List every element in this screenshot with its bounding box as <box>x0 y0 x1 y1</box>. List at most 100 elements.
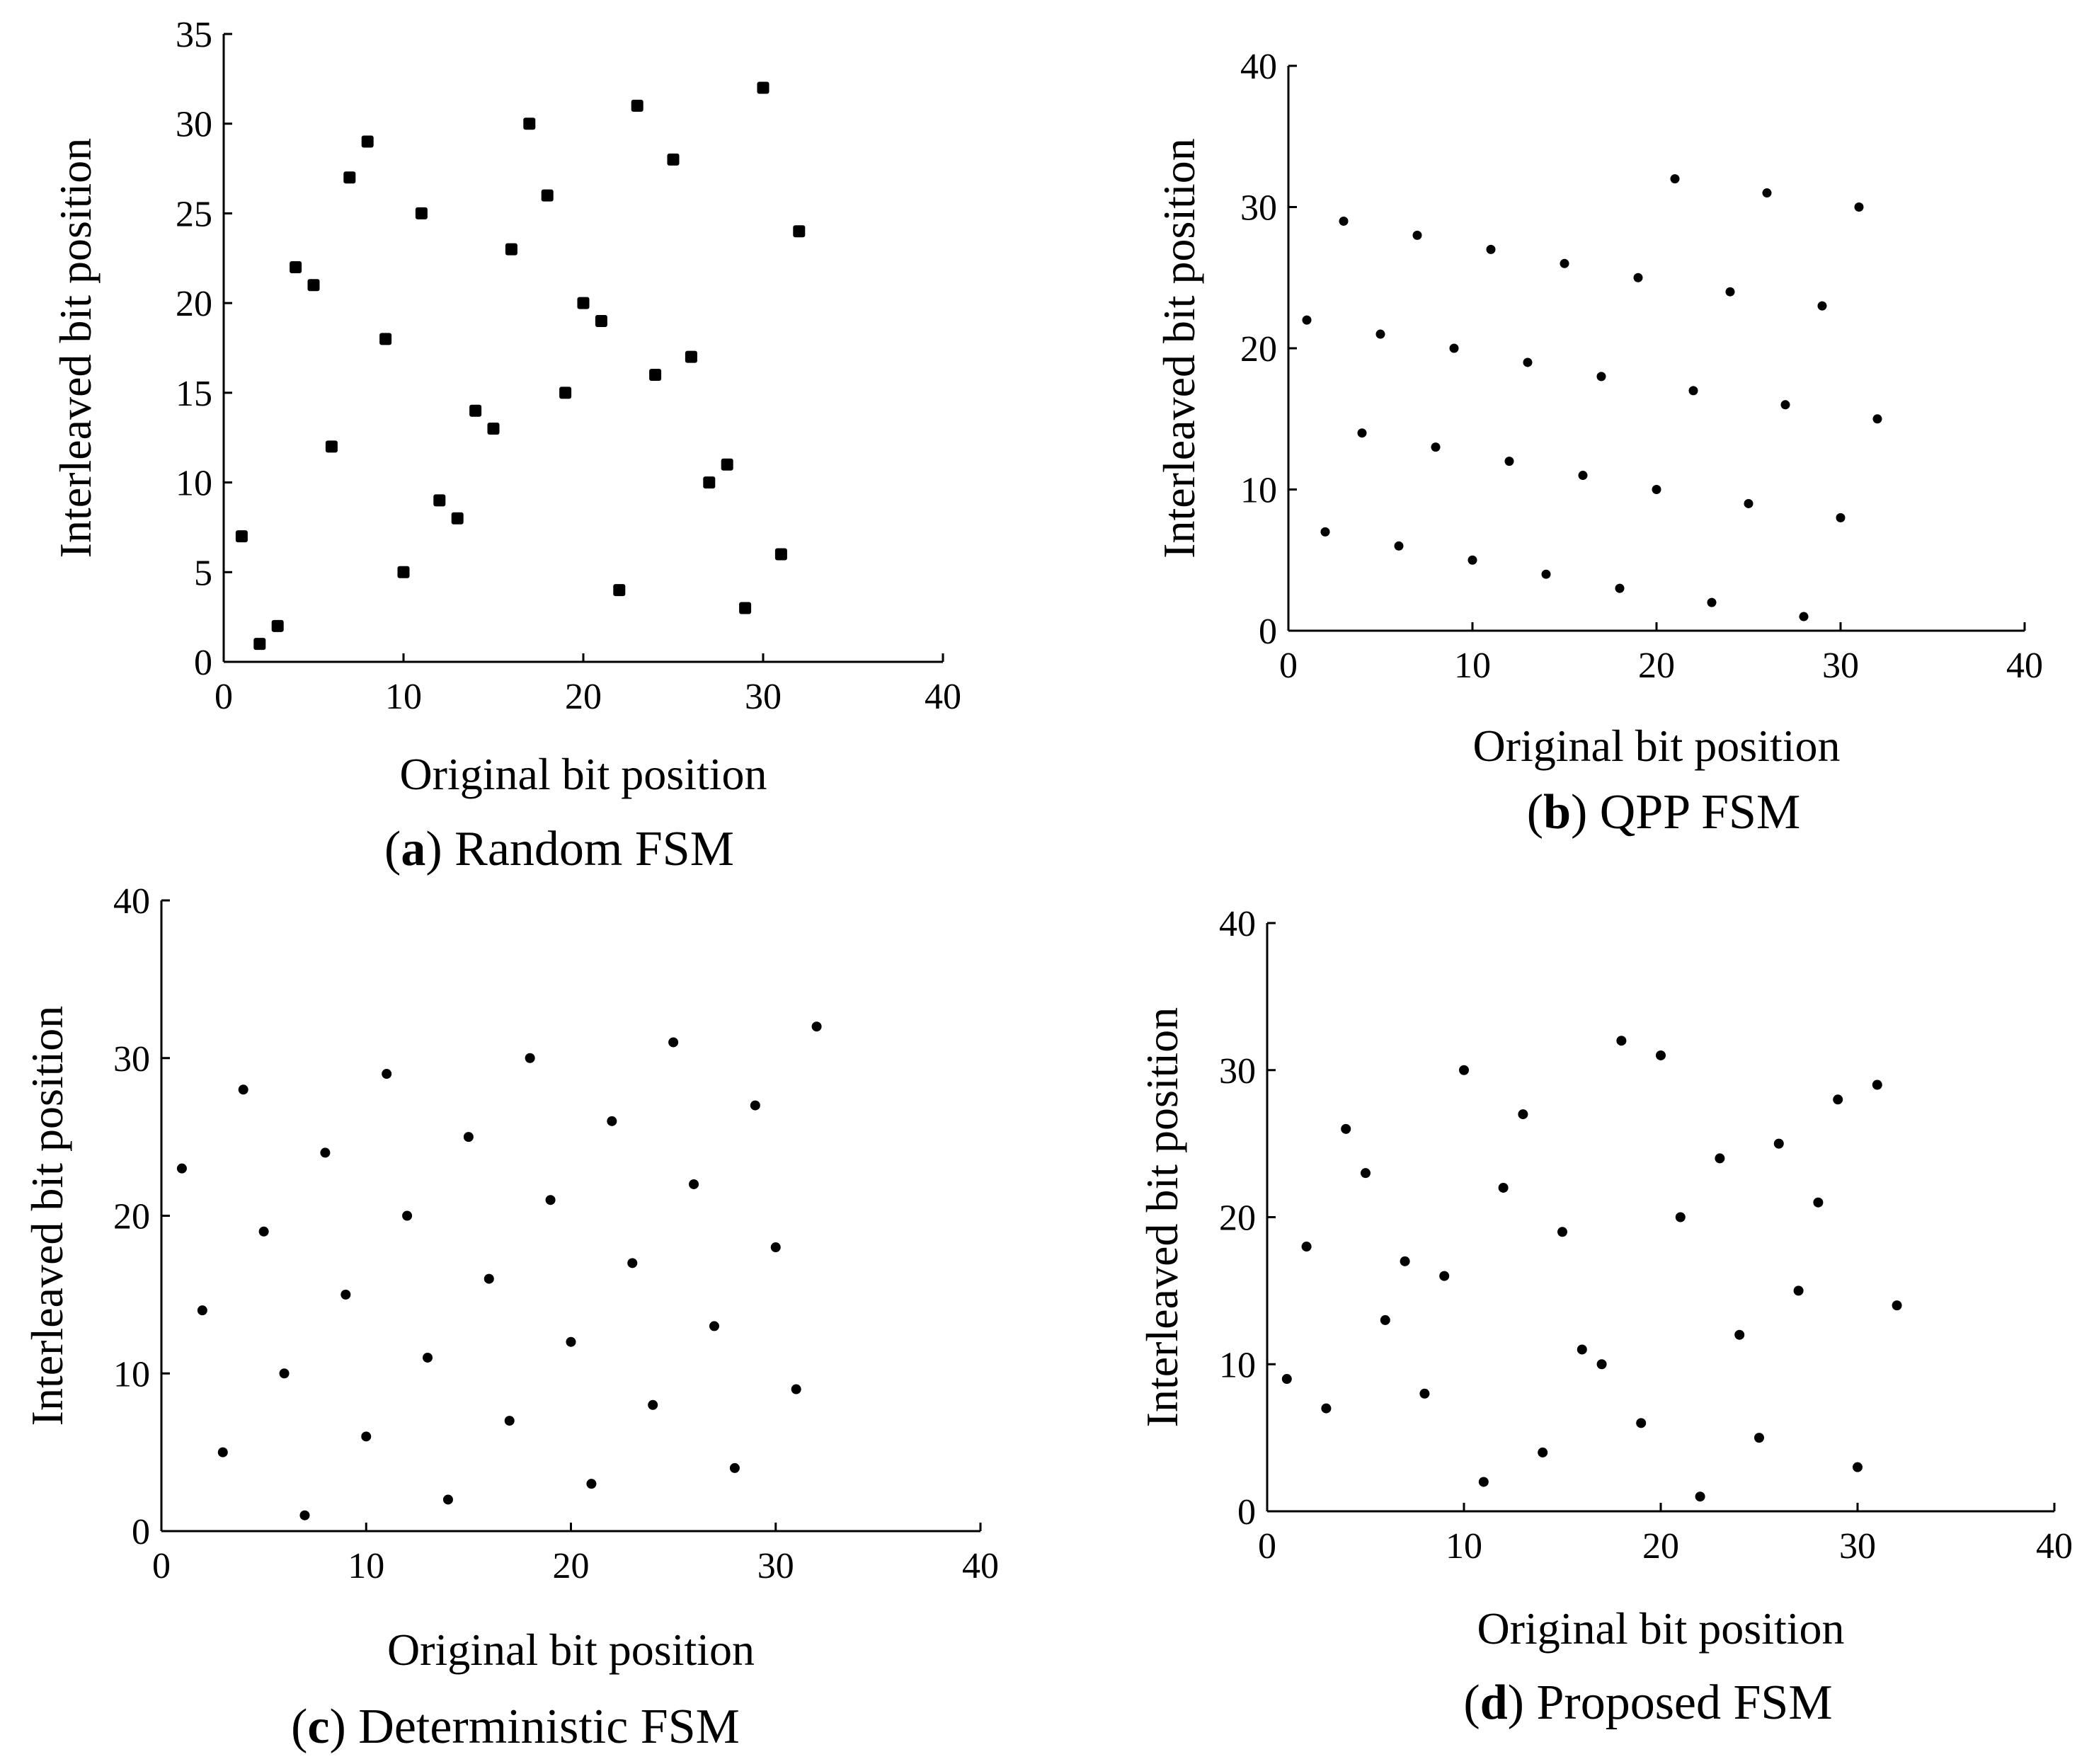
x-tick-label: 40 <box>925 677 961 717</box>
y-tick-label: 5 <box>194 553 212 593</box>
data-point <box>1725 287 1735 297</box>
data-point <box>1431 442 1441 452</box>
y-axis-title: Interleaved bit position <box>1137 1007 1187 1428</box>
y-tick-label: 10 <box>1240 471 1277 511</box>
y-tick-label: 20 <box>176 284 212 324</box>
data-point <box>1744 498 1753 508</box>
x-tick-label: 20 <box>1638 646 1675 686</box>
data-point <box>668 1037 679 1048</box>
caption-letter: b <box>1543 785 1571 840</box>
data-point <box>1854 202 1864 212</box>
data-point <box>631 99 643 112</box>
panel-caption: (b) QPP FSM <box>1527 785 1800 840</box>
data-point <box>1439 1271 1450 1281</box>
data-point <box>197 1305 207 1316</box>
data-point <box>1302 315 1312 325</box>
data-point <box>1773 1138 1784 1149</box>
data-point <box>1412 230 1422 240</box>
data-point <box>1478 1477 1489 1487</box>
data-point <box>469 404 482 417</box>
data-point <box>217 1447 228 1457</box>
data-point <box>607 1116 617 1126</box>
data-point <box>541 189 554 202</box>
data-point <box>1380 1315 1390 1325</box>
x-axis-title: Original bit position <box>399 749 767 799</box>
data-point <box>1301 1242 1312 1252</box>
y-tick-label: 30 <box>113 1039 150 1079</box>
data-point <box>1523 357 1533 367</box>
x-tick-label: 20 <box>553 1546 590 1586</box>
panel-b: 0 10 20 30 40 0 10 20 30 40 Original bit position I… <box>1154 47 2043 840</box>
data-point <box>463 1132 474 1142</box>
data-point <box>721 458 733 471</box>
data-point <box>1762 188 1772 198</box>
data-point <box>577 297 590 309</box>
y-tick-label: 25 <box>176 194 212 234</box>
data-point <box>627 1258 638 1268</box>
data-point <box>504 1416 515 1426</box>
data-point <box>750 1100 760 1111</box>
data-point <box>1538 1447 1548 1457</box>
x-tick-label: 30 <box>1839 1526 1876 1567</box>
data-point <box>1817 301 1827 311</box>
data-point <box>1636 1418 1647 1428</box>
data-point <box>361 1431 372 1442</box>
data-point <box>709 1321 719 1331</box>
data-point <box>1707 597 1717 607</box>
data-point <box>1836 512 1846 522</box>
data-point <box>442 1494 453 1505</box>
data-point <box>648 1399 658 1410</box>
data-point <box>505 243 517 256</box>
data-point <box>703 476 716 489</box>
data-point <box>811 1021 822 1032</box>
caption-text: ) Deterministic FSM <box>329 1700 739 1754</box>
caption-open-paren: ( <box>1527 785 1543 840</box>
data-point <box>423 1352 433 1363</box>
data-point <box>238 1084 248 1095</box>
data-point <box>1656 1050 1666 1060</box>
data-point <box>1872 414 1882 424</box>
y-tick-label: 30 <box>1219 1051 1256 1092</box>
data-point <box>1596 372 1606 382</box>
data-point <box>689 1179 699 1189</box>
data-point <box>595 314 607 327</box>
panel-a: 0 10 20 30 40 0 5 10 15 20 25 30 35 Original bit posi… <box>50 15 961 876</box>
panel-d: 0 10 20 30 40 0 10 20 30 40 Original bit position I… <box>1137 904 2073 1730</box>
data-point <box>729 1462 740 1473</box>
data-point <box>1375 329 1385 339</box>
data-point <box>613 584 626 597</box>
data-point <box>1578 471 1588 481</box>
data-point <box>566 1336 576 1347</box>
data-point <box>1357 428 1367 438</box>
data-point <box>1813 1197 1824 1208</box>
data-point <box>1467 555 1477 565</box>
y-tick-label: 30 <box>176 105 212 145</box>
y-tick-label: 35 <box>176 15 212 55</box>
y-tick-label: 10 <box>113 1354 150 1394</box>
x-axis-title: Original bit position <box>387 1625 755 1675</box>
x-tick-label: 20 <box>565 677 602 717</box>
x-tick-label: 10 <box>1446 1526 1482 1567</box>
data-point <box>1892 1300 1902 1311</box>
caption-text: ) QPP FSM <box>1571 785 1800 840</box>
x-tick-label: 40 <box>2006 646 2043 686</box>
data-point <box>325 440 338 453</box>
x-tick-label: 40 <box>962 1546 999 1586</box>
caption-open-paren: ( <box>384 822 401 876</box>
panel-c: 0 10 20 30 40 0 10 20 30 40 Original bit position I… <box>22 881 999 1754</box>
data-point <box>1449 343 1459 353</box>
y-tick-label: 20 <box>1219 1198 1256 1239</box>
data-point <box>1320 527 1330 537</box>
data-point <box>1688 386 1698 396</box>
x-tick-label: 10 <box>1454 646 1491 686</box>
caption-text: ) Proposed FSM <box>1508 1676 1833 1730</box>
data-point <box>1541 569 1551 579</box>
data-point <box>299 1510 310 1520</box>
caption-open-paren: ( <box>1463 1676 1480 1730</box>
y-tick-label: 40 <box>1219 904 1256 944</box>
y-tick-label: 0 <box>194 643 212 683</box>
data-point <box>586 1479 597 1489</box>
data-point <box>739 602 752 614</box>
y-tick-label: 30 <box>1240 188 1277 229</box>
